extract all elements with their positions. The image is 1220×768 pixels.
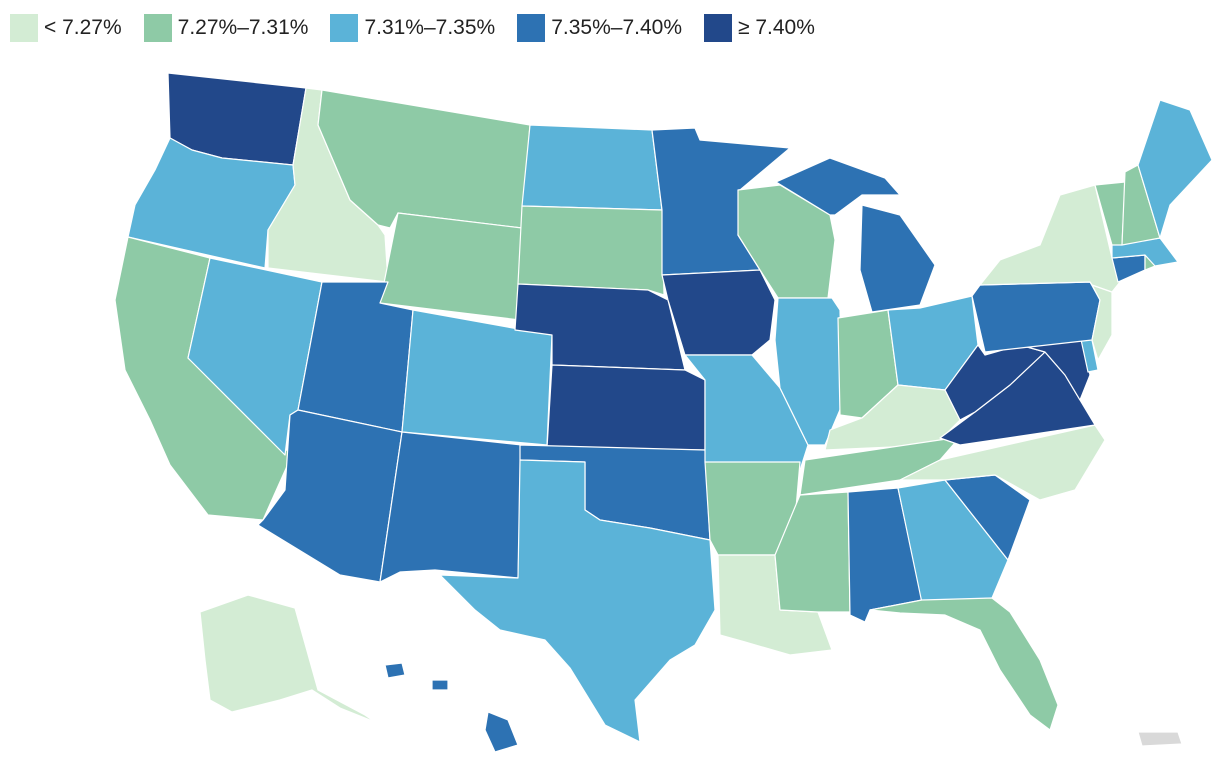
state-pennsylvania[interactable] (971, 281, 1101, 353)
legend-swatch (10, 14, 38, 42)
legend-swatch (704, 14, 732, 42)
state-hawaii[interactable] (384, 662, 519, 753)
legend-label: ≥ 7.40% (738, 16, 815, 39)
territory-puerto-rico[interactable] (1137, 731, 1183, 747)
legend-swatch (330, 14, 359, 42)
state-connecticut[interactable] (1111, 254, 1146, 283)
legend-label: 7.31%–7.35% (364, 16, 496, 39)
state-maine[interactable] (1137, 99, 1213, 239)
state-kansas[interactable] (546, 364, 706, 451)
state-north-carolina[interactable] (899, 424, 1106, 501)
legend-label: 7.35%–7.40% (551, 16, 682, 39)
state-alaska[interactable] (199, 594, 376, 723)
state-south-dakota[interactable] (517, 205, 665, 296)
state-new-mexico[interactable] (379, 431, 523, 583)
legend-item-7-31-to-7-35[interactable]: 7.31%–7.35% (330, 14, 495, 42)
state-north-dakota[interactable] (521, 124, 663, 211)
state-wyoming[interactable] (379, 212, 523, 321)
legend-item-7-27-to-7-31[interactable]: 7.27%–7.31% (143, 14, 309, 42)
state-iowa[interactable] (661, 269, 776, 356)
state-illinois[interactable] (774, 297, 843, 446)
state-florida[interactable] (869, 597, 1059, 731)
legend-item-lt-7-27[interactable]: < 7.27% (10, 14, 122, 42)
map-legend: < 7.27% 7.27%–7.31% 7.31%–7.35% 7.35%–7.… (10, 14, 837, 42)
legend-item-gte-7-40[interactable]: ≥ 7.40% (704, 14, 815, 42)
legend-swatch (517, 14, 546, 42)
legend-label: 7.27%–7.31% (177, 16, 309, 39)
legend-label: < 7.27% (44, 16, 122, 39)
state-missouri[interactable] (684, 354, 809, 471)
state-texas[interactable] (439, 459, 716, 743)
legend-item-7-35-to-7-40[interactable]: 7.35%–7.40% (517, 14, 682, 42)
legend-swatch (143, 14, 172, 42)
state-georgia[interactable] (897, 479, 1009, 604)
state-michigan[interactable] (775, 157, 936, 313)
